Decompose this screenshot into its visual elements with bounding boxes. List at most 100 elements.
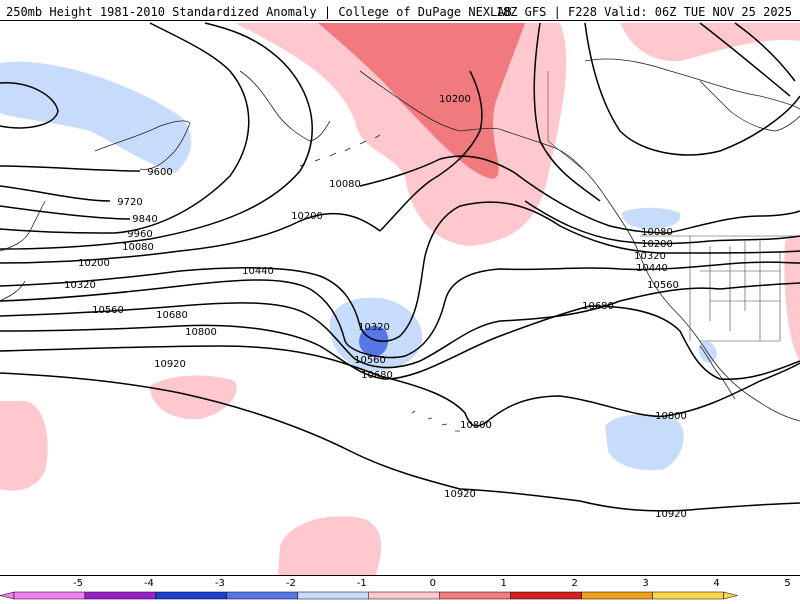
positive-anomaly-central-pacific	[150, 375, 237, 420]
contour-label: 10560	[92, 305, 124, 316]
contour-10920-ne	[584, 22, 800, 156]
contour-9840	[0, 205, 131, 220]
negative-anomaly-coast	[622, 207, 681, 229]
contour-10440	[0, 261, 800, 359]
positive-anomaly-south	[278, 516, 382, 575]
positive-anomaly-east-edge	[784, 236, 800, 361]
contour-label: 9720	[117, 197, 142, 208]
contour-label: 10320	[64, 280, 96, 291]
contour-10200-ne	[524, 200, 800, 245]
contour-label: 10200	[641, 239, 673, 250]
contour-label: 10800	[185, 327, 217, 338]
contour-10560	[0, 282, 800, 369]
contour-label: 9600	[147, 167, 172, 178]
coast-kamchatka	[239, 70, 331, 142]
contour-9600-low	[0, 82, 59, 129]
contour-label: 10680	[361, 370, 393, 381]
coast-asia	[94, 120, 191, 170]
colorbar: -5 -4 -3 -2 -1 0 1 2 3 4 5	[0, 576, 800, 600]
colorbar-segment	[84, 591, 157, 600]
contour-label: 10560	[647, 280, 679, 291]
colorbar-labels: -5 -4 -3 -2 -1 0 1 2 3 4 5	[73, 578, 791, 589]
map-canvas: 9600 9720 9840 9960 10080 10080 10080 10…	[0, 22, 800, 575]
strong-negative-anomaly-pacific-low	[359, 325, 389, 357]
contour-10200-north	[379, 70, 483, 232]
contour-label: 10680	[582, 301, 614, 312]
contour-10080	[0, 22, 313, 250]
contour-label: 10080	[122, 242, 154, 253]
colorbar-tick-label: -4	[144, 578, 154, 589]
colorbar-tick-label: 0	[430, 578, 436, 589]
contour-label: 10920	[655, 509, 687, 520]
contour-10800	[0, 345, 800, 427]
contour-label: 10800	[655, 411, 687, 422]
colorbar-tick-label: 5	[784, 578, 790, 589]
colorbar-segment	[155, 591, 228, 600]
anomaly-shading	[0, 23, 800, 575]
negative-anomaly-subtropics	[605, 414, 684, 471]
coast-canada	[584, 58, 800, 110]
contour-label: 10080	[641, 227, 673, 238]
coast-baja	[699, 345, 736, 400]
colorbar-segment	[439, 591, 511, 600]
coast-aleutians	[299, 134, 381, 167]
contour-labels: 9600 9720 9840 9960 10080 10080 10080 10…	[64, 94, 687, 520]
colorbar-tick-label: 4	[713, 578, 719, 589]
contour-label: 10200	[291, 211, 323, 222]
colorbar-tick-label: -5	[73, 578, 83, 589]
contour-alaska-ridge	[533, 22, 601, 202]
contour-label: 10200	[78, 258, 110, 269]
colorbar-segment	[226, 591, 299, 600]
border-alaska-canada	[547, 71, 586, 172]
contour-10200	[0, 212, 381, 264]
colorbar-segment	[510, 591, 582, 600]
contour-label: 10440	[242, 266, 274, 277]
positive-anomaly-west	[0, 401, 48, 491]
colorbar-tick-label: -3	[215, 578, 225, 589]
contour-label: 10080	[329, 179, 361, 190]
contour-label: 10680	[156, 310, 188, 321]
colorbar-segment	[652, 591, 724, 600]
contour-label: 10800	[460, 420, 492, 431]
colorbar-segment	[297, 591, 369, 600]
contour-label: 10320	[358, 322, 390, 333]
coast-west-north-america	[614, 210, 800, 422]
colorbar-canvas: -5 -4 -3 -2 -1 0 1 2 3 4 5	[0, 578, 791, 600]
map-area: 9600 9720 9840 9960 10080 10080 10080 10…	[0, 20, 800, 576]
colorbar-segment	[368, 591, 440, 600]
colorbar-tick-label: 1	[501, 578, 507, 589]
contour-label: 10440	[636, 263, 668, 274]
strong-positive-anomaly-alaska	[318, 23, 525, 179]
contour-label: 10920	[444, 489, 476, 500]
coast-hawaii	[411, 410, 460, 432]
contour-label: 10920	[154, 359, 186, 370]
colorbar-tick-label: 3	[642, 578, 648, 589]
contour-10080-east	[359, 155, 800, 234]
valid-time: 18Z GFS | F228 Valid: 06Z TUE NOV 25 202…	[495, 5, 792, 19]
header: 250mb Height 1981-2010 Standardized Anom…	[0, 0, 800, 20]
contour-label: 10320	[634, 251, 666, 262]
positive-anomaly-northeast	[620, 23, 800, 62]
contour-9720	[0, 185, 111, 202]
colorbar-segment	[13, 591, 86, 600]
colorbar-segment	[581, 591, 653, 600]
contour-label: 10200	[439, 94, 471, 105]
coast-hudson	[699, 80, 800, 132]
colorbar-arrow-right	[723, 591, 738, 600]
negative-anomaly-west-pacific	[0, 61, 192, 173]
colorbar-arrow-left	[0, 591, 15, 600]
colorbar-tick-label: -1	[357, 578, 367, 589]
contour-9960	[0, 22, 250, 234]
contour-label: 9840	[132, 214, 157, 225]
colorbar-segments	[0, 591, 738, 600]
colorbar-tick-label: -2	[286, 578, 296, 589]
map-title: 250mb Height 1981-2010 Standardized Anom…	[6, 5, 512, 19]
contour-10320	[0, 201, 800, 342]
colorbar-tick-label: 2	[571, 578, 577, 589]
contour-ne-loop	[699, 22, 796, 97]
contour-10680	[0, 305, 800, 381]
contour-9600	[0, 165, 141, 172]
contour-label: 9960	[127, 229, 152, 240]
height-contours	[0, 22, 800, 512]
